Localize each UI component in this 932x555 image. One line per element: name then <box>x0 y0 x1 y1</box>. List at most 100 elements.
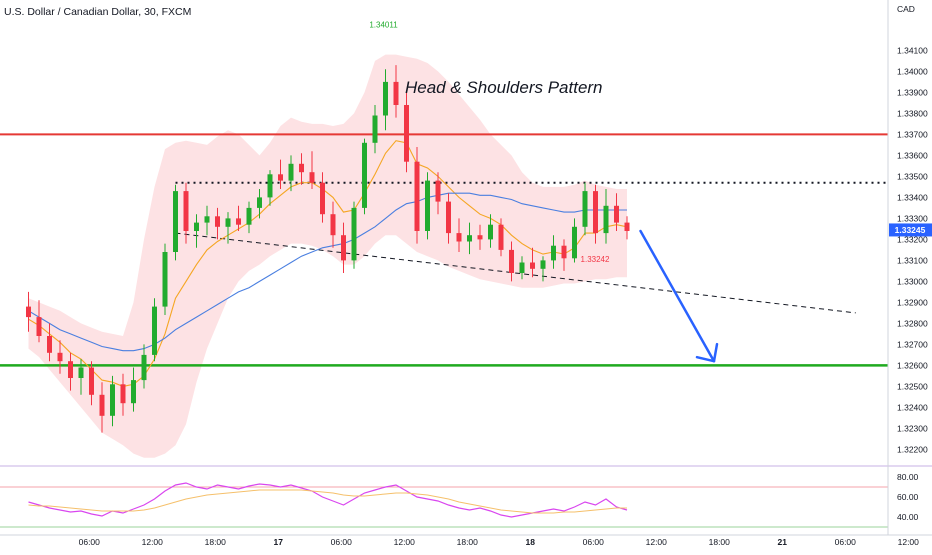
candle-body <box>351 207 357 261</box>
candle-body <box>194 222 199 231</box>
time-tick-label: 12:00 <box>394 537 416 547</box>
candle-body <box>425 180 430 231</box>
time-tick-label: 21 <box>778 537 788 547</box>
candle-body <box>120 384 126 404</box>
projection-arrow-head <box>695 342 719 363</box>
price-tick-label: 1.32400 <box>897 402 928 412</box>
candle-body <box>603 205 609 234</box>
candle-body <box>131 380 136 404</box>
candle-body <box>225 218 231 227</box>
candle-body <box>498 224 504 250</box>
price-tick-label: 1.32300 <box>897 423 928 433</box>
candle-body <box>89 367 94 395</box>
time-tick-label: 12:00 <box>142 537 164 547</box>
candle-body <box>446 201 451 234</box>
candle-body <box>78 367 84 378</box>
candle-body <box>99 394 105 416</box>
time-tick-label: 06:00 <box>835 537 857 547</box>
candle-body <box>341 235 346 261</box>
candle-body <box>36 317 42 336</box>
candle-body <box>110 384 115 416</box>
candle-body <box>530 262 535 269</box>
price-tick-label: 1.33600 <box>897 150 928 160</box>
trend-line <box>175 232 856 314</box>
candle-body <box>267 174 273 198</box>
price-tick-label: 1.33300 <box>897 213 928 223</box>
candle-body <box>215 216 220 227</box>
candle-body <box>509 249 514 273</box>
candle-body <box>614 205 619 223</box>
candle-body <box>519 262 525 273</box>
candle-body <box>414 161 420 231</box>
price-tick-label: 1.33400 <box>897 192 928 202</box>
candle-body <box>561 245 567 259</box>
candle-body <box>435 180 441 202</box>
candle-body <box>204 216 210 223</box>
price-tick-label: 1.32600 <box>897 360 928 370</box>
candle-body <box>309 172 315 183</box>
rsi-tick-label: 40.00 <box>897 512 919 522</box>
peak-price-label: 1.34011 <box>369 20 398 29</box>
time-tick-label: 17 <box>274 537 284 547</box>
rsi-tick-label: 60.00 <box>897 492 919 502</box>
candle-body <box>288 163 294 181</box>
currency-label: CAD <box>897 4 915 14</box>
candle-body <box>141 354 147 381</box>
rsi-tick-label: 80.00 <box>897 472 919 482</box>
ema-slow-line <box>28 192 627 352</box>
candle-body <box>404 105 409 162</box>
price-tick-label: 1.33500 <box>897 171 928 181</box>
candle-body <box>572 226 577 259</box>
candle-body <box>362 142 367 208</box>
candle-body <box>278 174 283 181</box>
price-tick-label: 1.32500 <box>897 381 928 391</box>
candle-body <box>551 245 556 261</box>
low-price-label: 1.33242 <box>581 255 610 264</box>
price-tick-label: 1.33700 <box>897 129 928 139</box>
candle-body <box>236 218 241 225</box>
price-tick-label: 1.33900 <box>897 87 928 97</box>
time-tick-label: 18:00 <box>457 537 479 547</box>
candle-body <box>320 182 325 215</box>
price-tick-label: 1.32900 <box>897 297 928 307</box>
candle-body <box>183 191 189 231</box>
candle-body <box>257 197 262 208</box>
candle-body <box>456 233 462 242</box>
price-tick-label: 1.32800 <box>897 318 928 328</box>
time-tick-label: 18:00 <box>709 537 731 547</box>
candle-body <box>26 306 31 318</box>
time-tick-label: 06:00 <box>583 537 605 547</box>
price-tick-label: 1.32700 <box>897 339 928 349</box>
time-tick-label: 18 <box>526 537 536 547</box>
candle-body <box>152 306 157 355</box>
candle-body <box>372 115 378 143</box>
candle-body <box>162 252 168 307</box>
current-price-value: 1.33245 <box>895 225 926 235</box>
volatility-band <box>28 54 627 458</box>
price-tick-label: 1.34100 <box>897 45 928 55</box>
candle-body <box>383 81 388 116</box>
time-tick-label: 06:00 <box>79 537 101 547</box>
time-tick-label: 06:00 <box>331 537 353 547</box>
candle-body <box>47 336 52 353</box>
candle-body <box>477 235 483 240</box>
candle-body <box>299 163 304 173</box>
price-tick-label: 1.33800 <box>897 108 928 118</box>
price-tick-label: 1.33100 <box>897 255 928 265</box>
candle-body <box>540 260 546 269</box>
ema-fast-line <box>28 140 628 387</box>
candle-body <box>624 222 630 231</box>
price-tick-label: 1.34000 <box>897 66 928 76</box>
rsi-line <box>28 482 628 518</box>
symbol-title: U.S. Dollar / Canadian Dollar, 30, FXCM <box>4 6 192 18</box>
candle-body <box>68 361 73 378</box>
rsi-ma-line <box>28 489 627 514</box>
candle-body <box>582 191 588 227</box>
candle-body <box>246 207 252 225</box>
time-tick-label: 12:00 <box>898 537 920 547</box>
time-tick-label: 12:00 <box>646 537 668 547</box>
candle-body <box>393 81 399 105</box>
candle-body <box>593 191 598 234</box>
